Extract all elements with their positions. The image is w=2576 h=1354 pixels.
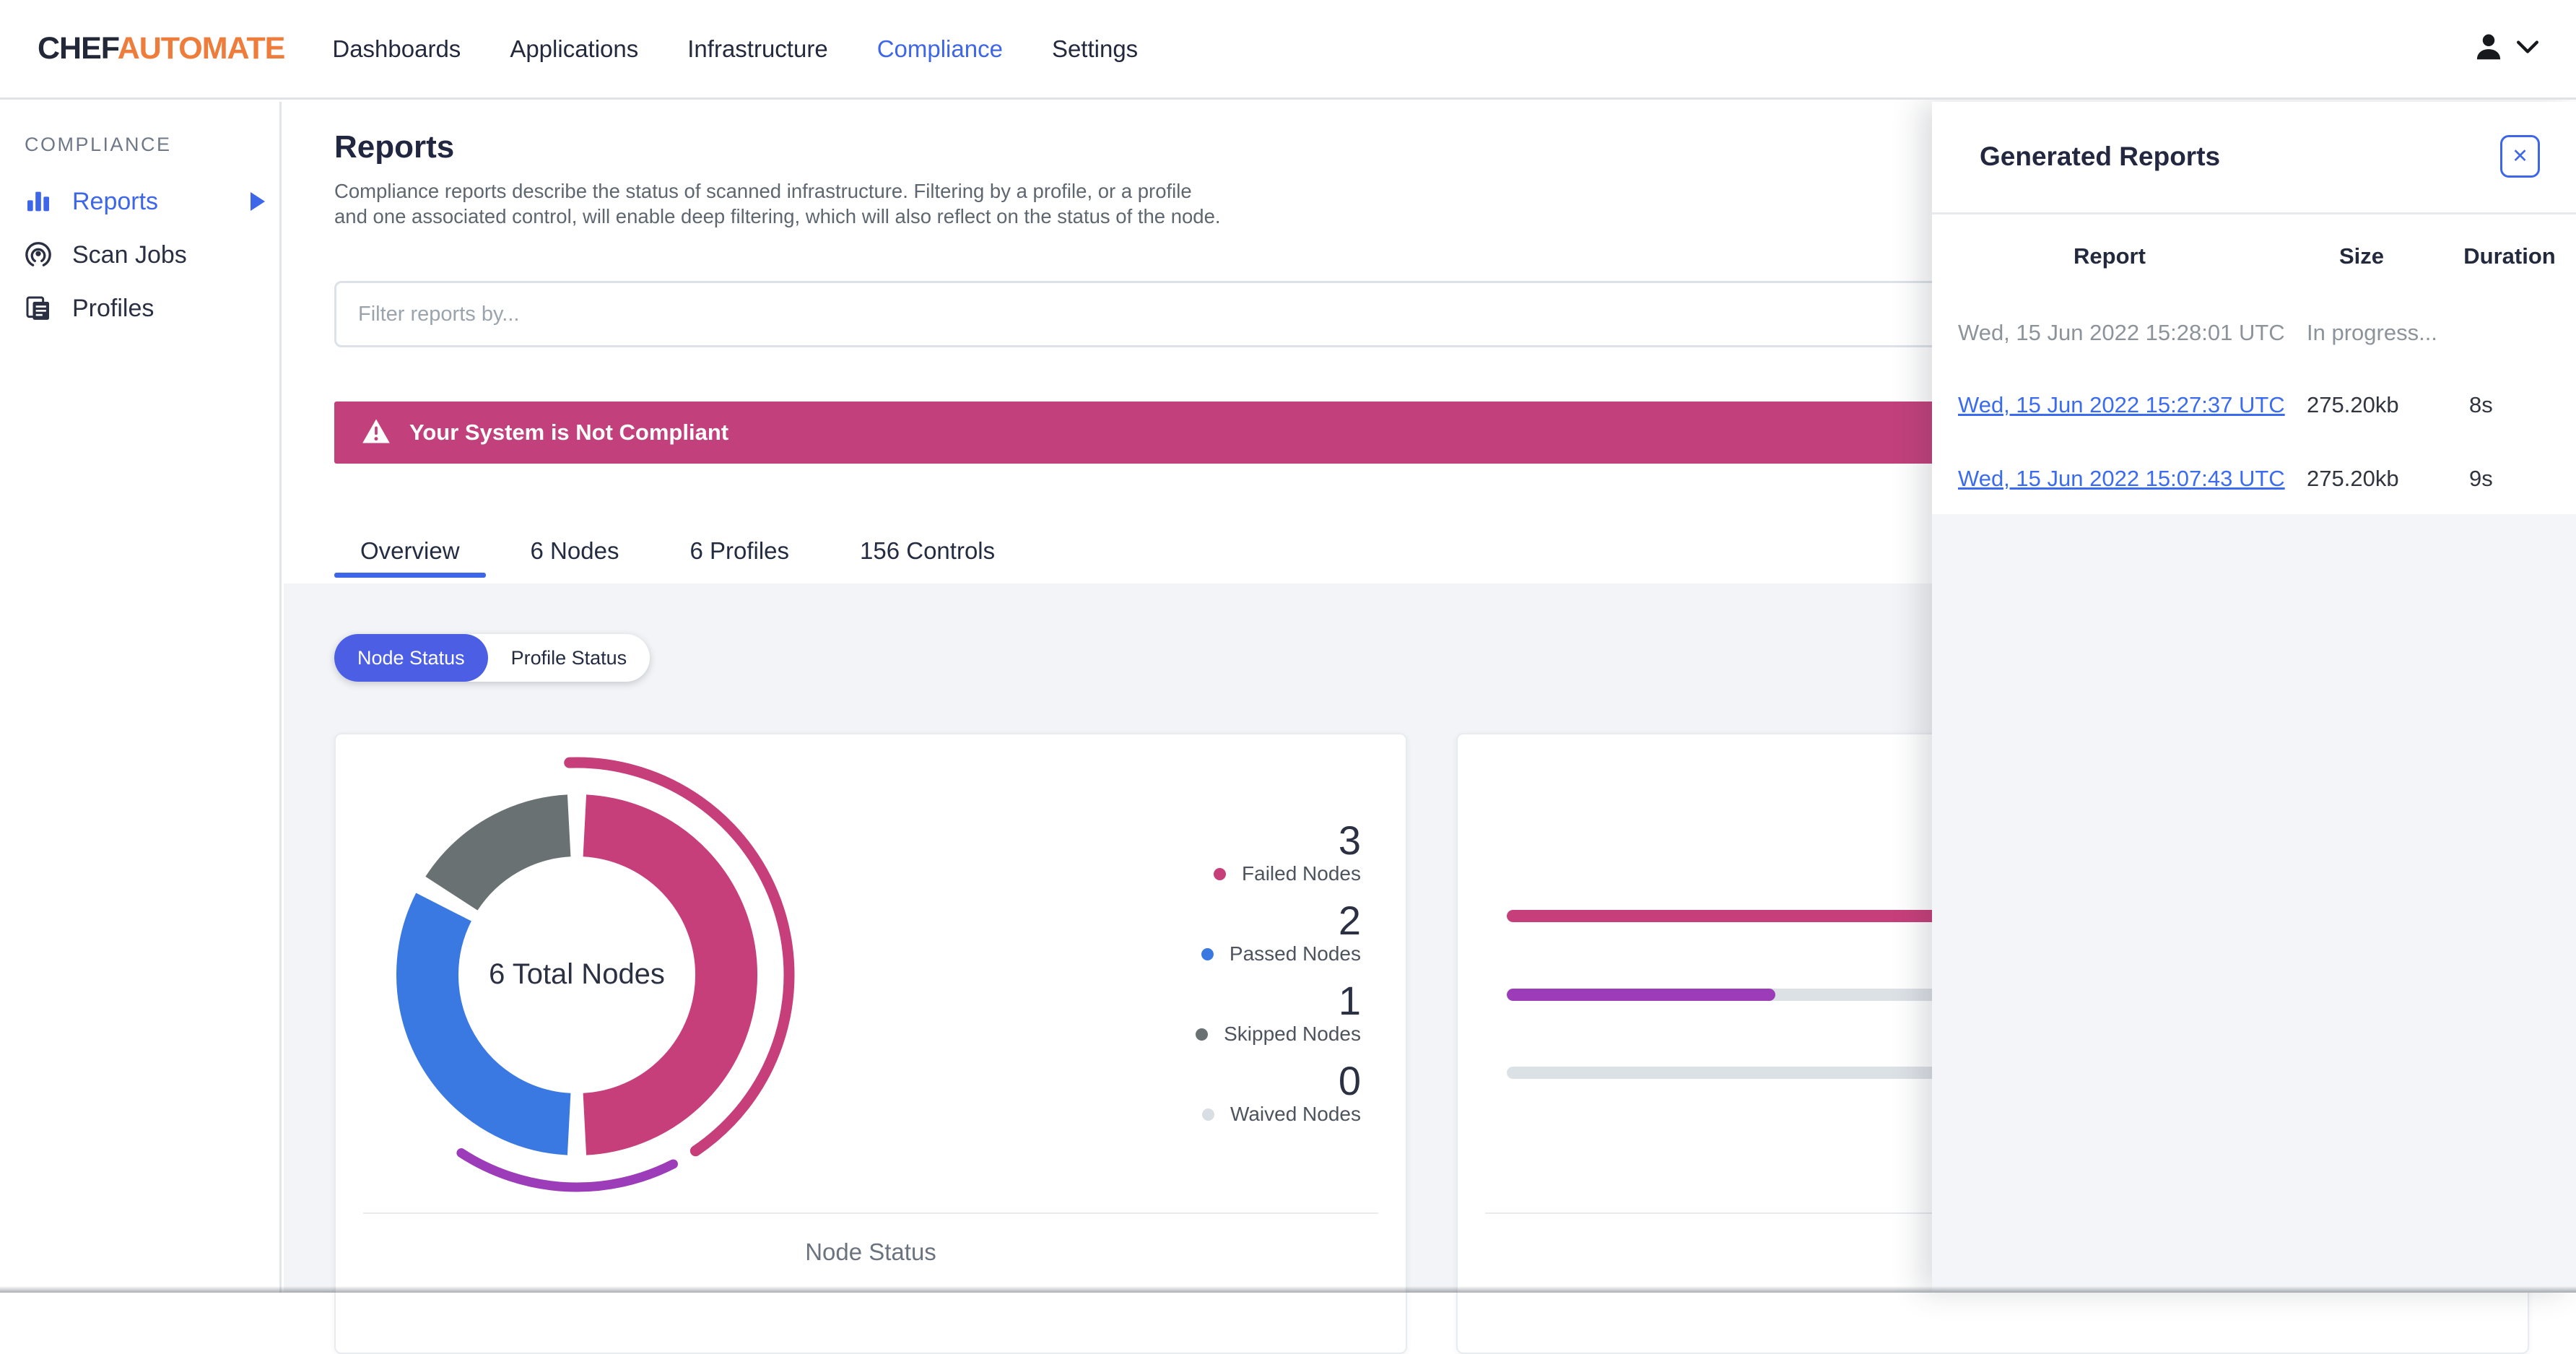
node-status-card: 6 Total Nodes 3 Failed Nodes 2 Passed No…	[334, 733, 1407, 1354]
logo-automate: AUTOMATE	[117, 31, 286, 66]
report-tabs: Overview 6 Nodes 6 Profiles 156 Controls	[334, 524, 1021, 578]
close-button[interactable]: ✕	[2500, 135, 2540, 178]
failed-dot-icon	[1214, 867, 1227, 880]
filter-bar	[334, 281, 2060, 347]
donut-center-label: 6 Total Nodes	[489, 958, 665, 990]
sidebar-item-profiles[interactable]: Profiles	[0, 282, 279, 335]
skipped-dot-icon	[1196, 1028, 1209, 1041]
donut-legend: 3 Failed Nodes 2 Passed Nodes 1 Skipped …	[1130, 820, 1361, 1140]
legend-skipped: 1 Skipped Nodes	[1130, 980, 1361, 1045]
sidebar-item-label: Scan Jobs	[72, 240, 187, 269]
legend-skipped-value: 1	[1338, 978, 1361, 1023]
column-header-size: Size	[2338, 243, 2385, 269]
alert-message: Your System is Not Compliant	[409, 420, 729, 445]
report-size: 275.20kb	[2307, 466, 2399, 491]
toggle-node-status[interactable]: Node Status	[334, 634, 488, 682]
waived-dot-icon	[1201, 1108, 1214, 1121]
chevron-down-icon	[2517, 40, 2538, 57]
legend-waived-label: Waived Nodes	[1230, 1103, 1361, 1125]
user-icon	[2472, 30, 2505, 67]
generated-reports-panel: Generated Reports ✕ Report Size Duration…	[1932, 102, 2576, 1293]
legend-passed-label: Passed Nodes	[1229, 942, 1361, 965]
compliance-sidebar: COMPLIANCE Reports Scan Jobs Pr	[0, 102, 282, 1293]
report-duration: 9s	[2469, 466, 2493, 491]
report-row: Wed, 15 Jun 2022 15:07:43 UTC 275.20kb 9…	[1932, 466, 2576, 495]
sidebar-item-label: Reports	[72, 187, 159, 215]
legend-waived: 0 Waived Nodes	[1130, 1060, 1361, 1125]
main-nav: Dashboards Applications Infrastructure C…	[332, 35, 1138, 63]
tab-overview[interactable]: Overview	[334, 524, 486, 578]
sidebar-item-label: Profiles	[72, 294, 155, 322]
node-status-card-title: Node Status	[805, 1238, 936, 1265]
chef-automate-logo[interactable]: CHEFAUTOMATE	[38, 31, 286, 66]
legend-passed: 2 Passed Nodes	[1130, 900, 1361, 965]
legend-passed-value: 2	[1338, 898, 1361, 943]
logo-chef: CHEF	[38, 31, 118, 66]
legend-failed-value: 3	[1338, 817, 1361, 863]
panel-divider	[1932, 212, 2576, 214]
nav-dashboards[interactable]: Dashboards	[332, 35, 461, 62]
column-header-report: Report	[2074, 243, 2146, 269]
report-link[interactable]: Wed, 15 Jun 2022 15:07:43 UTC	[1958, 466, 2285, 491]
passed-dot-icon	[1201, 947, 1214, 960]
nav-settings[interactable]: Settings	[1051, 35, 1139, 62]
report-size: 275.20kb	[2307, 392, 2399, 417]
close-icon: ✕	[2512, 145, 2528, 167]
nav-applications[interactable]: Applications	[510, 35, 639, 62]
filter-input[interactable]	[336, 283, 2058, 345]
legend-failed-label: Failed Nodes	[1242, 862, 1361, 885]
status-toggle: Node Status Profile Status	[334, 634, 650, 682]
warning-icon	[362, 418, 391, 448]
page-title: Reports	[334, 129, 455, 165]
legend-failed: 3 Failed Nodes	[1130, 820, 1361, 885]
sidebar-item-reports[interactable]: Reports	[0, 175, 279, 228]
sidebar-section-label: COMPLIANCE	[25, 134, 172, 155]
report-duration: 8s	[2469, 392, 2493, 417]
nav-compliance[interactable]: Compliance	[876, 35, 1003, 62]
top-navigation: CHEFAUTOMATE Dashboards Applications Inf…	[0, 0, 2576, 100]
submenu-arrow-icon	[251, 192, 265, 211]
compliance-alert-banner: Your System is Not Compliant	[334, 402, 2060, 464]
bottom-scroll-shadow	[0, 1286, 2576, 1293]
report-link[interactable]: Wed, 15 Jun 2022 15:27:37 UTC	[1958, 392, 2285, 417]
column-header-duration: Duration	[2463, 243, 2556, 269]
legend-skipped-label: Skipped Nodes	[1224, 1023, 1361, 1045]
panel-title: Generated Reports	[1980, 142, 2221, 171]
tab-nodes[interactable]: 6 Nodes	[530, 537, 619, 564]
report-row: Wed, 15 Jun 2022 15:27:37 UTC 275.20kb 8…	[1932, 392, 2576, 421]
nav-infrastructure[interactable]: Infrastructure	[687, 35, 828, 62]
legend-waived-value: 0	[1338, 1058, 1361, 1103]
toggle-profile-status[interactable]: Profile Status	[510, 646, 627, 669]
tab-controls[interactable]: 156 Controls	[860, 537, 996, 564]
report-row: Wed, 15 Jun 2022 15:28:01 UTC In progres…	[1932, 320, 2576, 349]
profiles-icon	[22, 292, 55, 325]
generated-reports-list: Generated Reports ✕ Report Size Duration…	[1932, 102, 2576, 514]
node-status-donut-chart	[324, 722, 830, 1228]
report-size: In progress...	[2307, 320, 2437, 345]
scan-icon	[22, 238, 55, 272]
report-date: Wed, 15 Jun 2022 15:28:01 UTC	[1958, 320, 2285, 345]
bar-chart-icon	[22, 185, 55, 218]
sidebar-item-scan-jobs[interactable]: Scan Jobs	[0, 228, 279, 282]
page-description: Compliance reports describe the status o…	[334, 180, 1221, 227]
user-menu[interactable]	[2472, 30, 2538, 67]
tab-profiles[interactable]: 6 Profiles	[689, 537, 790, 564]
card-footer-divider	[363, 1212, 1378, 1214]
